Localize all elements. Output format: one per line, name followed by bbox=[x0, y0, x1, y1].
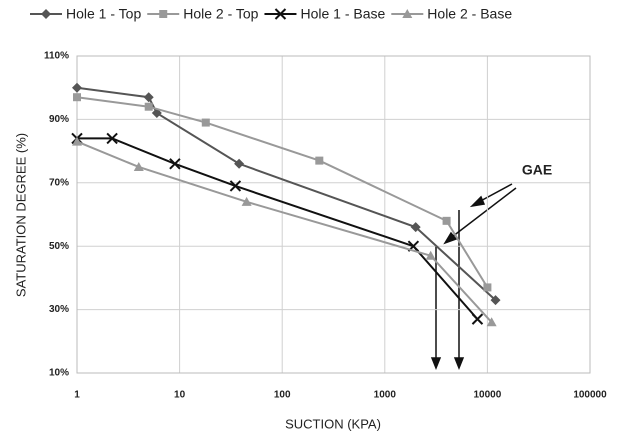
series-line bbox=[76, 96, 489, 288]
plot-frame bbox=[76, 55, 591, 374]
marker bbox=[72, 82, 82, 93]
x-tick-label: 1000 bbox=[374, 390, 397, 401]
x-tick-label: 10 bbox=[174, 390, 186, 401]
marker bbox=[106, 132, 118, 145]
series-line bbox=[77, 137, 479, 320]
marker bbox=[402, 9, 413, 18]
x-tick-label: 100 bbox=[274, 390, 291, 401]
marker bbox=[159, 10, 168, 18]
series-line bbox=[76, 86, 497, 301]
marker bbox=[410, 222, 421, 233]
marker bbox=[234, 158, 245, 169]
legend-item: Hole 1 - Top bbox=[30, 6, 141, 22]
y-tick-label: 30% bbox=[49, 304, 69, 315]
y-tick-label: 70% bbox=[49, 177, 69, 188]
marker bbox=[442, 216, 451, 225]
marker bbox=[425, 250, 436, 260]
annotation: GAE bbox=[522, 162, 552, 178]
legend-label: Hole 1 - Base bbox=[300, 6, 385, 22]
marker bbox=[41, 9, 51, 19]
marker bbox=[169, 158, 181, 170]
legend-label: Hole 2 - Base bbox=[427, 6, 512, 22]
y-tick-label: 50% bbox=[49, 241, 69, 252]
marker bbox=[471, 313, 484, 325]
x-tick-label: 100000 bbox=[573, 390, 607, 401]
marker bbox=[143, 92, 154, 103]
x-tick-label: 10000 bbox=[473, 390, 501, 401]
marker bbox=[229, 180, 242, 192]
legend-item: Hole 2 - Base bbox=[391, 6, 512, 22]
marker bbox=[72, 136, 82, 146]
legend-label: Hole 1 - Top bbox=[66, 6, 141, 22]
legend-item: Hole 2 - Top bbox=[147, 6, 259, 22]
y-tick-label: 90% bbox=[49, 114, 69, 125]
marker bbox=[483, 283, 492, 292]
marker bbox=[241, 196, 252, 206]
x-tick-label: 1 bbox=[74, 390, 80, 401]
marker bbox=[315, 156, 324, 165]
legend-item: Hole 1 - Base bbox=[264, 6, 386, 22]
marker bbox=[486, 317, 497, 327]
legend-label: Hole 2 - Top bbox=[183, 6, 258, 22]
y-tick-label: 10% bbox=[49, 368, 69, 379]
marker bbox=[73, 93, 81, 102]
marker bbox=[133, 161, 144, 171]
marker bbox=[144, 102, 153, 111]
marker bbox=[274, 8, 287, 20]
y-axis-label: SATURATION DEGREE (%) bbox=[13, 133, 28, 297]
y-tick-label: 110% bbox=[44, 51, 69, 62]
marker bbox=[490, 295, 501, 306]
marker bbox=[201, 118, 210, 127]
x-axis-label: SUCTION (KPA) bbox=[285, 416, 381, 431]
